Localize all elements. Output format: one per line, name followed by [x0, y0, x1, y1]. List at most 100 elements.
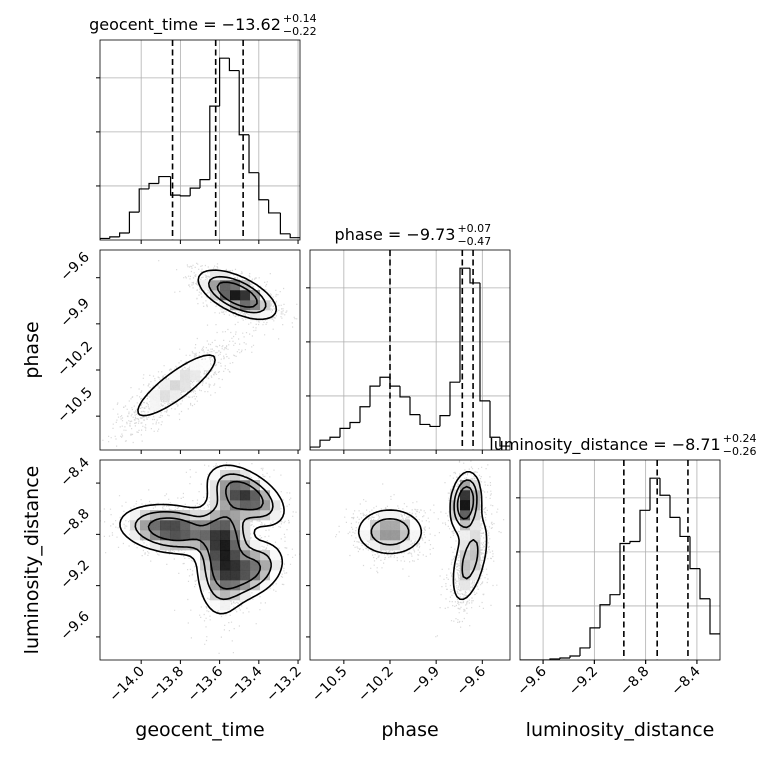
density-cell	[230, 580, 241, 591]
density-cell	[470, 550, 481, 561]
density-cell	[170, 510, 181, 521]
density-cell	[260, 290, 271, 301]
density-cell	[240, 570, 251, 581]
joint-content	[335, 460, 505, 638]
density-cell	[460, 580, 471, 591]
histogram-bin	[248, 134, 259, 174]
histogram-bin	[669, 495, 680, 518]
density-cell	[460, 560, 471, 571]
joint-panel-geocent_time-luminosity_distance	[99, 459, 301, 661]
density-cell	[470, 490, 481, 501]
density-cell	[180, 510, 191, 521]
density-cell	[390, 540, 401, 551]
y-axis-label-phase: phase	[21, 321, 43, 378]
density-cell	[180, 530, 191, 541]
histogram-bin	[609, 594, 620, 605]
density-cell	[140, 530, 151, 541]
title-minus-error: −0.22	[283, 25, 317, 38]
density-cell	[270, 550, 281, 561]
density-cell	[220, 540, 231, 551]
density-cell	[230, 530, 241, 541]
density-cell	[210, 490, 221, 501]
contour-line	[208, 275, 267, 314]
density-cell	[380, 520, 391, 531]
histogram-bin	[649, 477, 660, 511]
density-cell	[270, 570, 281, 581]
histogram-bin	[238, 70, 250, 136]
density-cell	[250, 490, 261, 501]
density-cell	[450, 520, 461, 531]
histogram-bin	[569, 655, 580, 658]
density-cell	[230, 510, 241, 521]
density-cell	[140, 520, 151, 531]
panel-frame	[99, 459, 301, 661]
density-cell	[160, 520, 171, 531]
density-cell	[260, 570, 271, 581]
density-cell	[240, 280, 251, 291]
density-cell	[200, 280, 211, 291]
density-cell	[470, 480, 481, 491]
density-cell	[150, 400, 161, 411]
joint-panel-geocent_time-phase	[99, 249, 301, 451]
density-cell	[260, 480, 271, 491]
contour-line	[137, 269, 278, 417]
histogram-bin	[499, 437, 510, 447]
density-cell	[250, 510, 261, 521]
density-cell	[370, 520, 381, 531]
density-cell	[230, 490, 241, 501]
density-cell	[210, 540, 221, 551]
density-cell	[450, 500, 461, 511]
histogram-steps-geocent_time	[100, 57, 300, 240]
density-cell	[220, 580, 231, 591]
x-axis-label-luminosity_distance: luminosity_distance	[526, 719, 715, 741]
density-cell	[230, 520, 241, 531]
density-cell	[370, 530, 381, 541]
density-cell	[380, 510, 391, 521]
density-cell	[150, 540, 161, 551]
histogram-bin	[100, 237, 110, 240]
title-minus-error: −0.26	[723, 445, 757, 458]
density-cell	[170, 380, 181, 391]
density-cell	[240, 560, 251, 571]
density-cell	[210, 280, 221, 291]
density-cell	[220, 270, 231, 281]
histogram-bin	[589, 627, 600, 648]
density-cell	[200, 530, 211, 541]
histogram-bin	[359, 406, 370, 423]
density-cell	[210, 520, 221, 531]
density-cell	[210, 270, 221, 281]
density-cell	[250, 500, 261, 511]
title-plus-error: +0.14	[283, 12, 317, 25]
histogram-bin	[109, 236, 120, 239]
density-cell	[190, 370, 201, 381]
histogram-bin	[228, 58, 240, 72]
density-cell	[250, 540, 261, 551]
histogram-steps-luminosity_distance	[520, 477, 720, 660]
density-cell	[180, 520, 191, 531]
density-cell	[240, 490, 251, 501]
title-minus-error: −0.47	[457, 235, 491, 248]
histogram-bin	[138, 188, 150, 213]
density-cell	[260, 310, 271, 321]
density-cell	[220, 550, 231, 561]
density-cell	[240, 520, 251, 531]
density-cell	[210, 500, 221, 511]
histogram-bin	[469, 268, 480, 284]
density-cell	[240, 300, 251, 311]
histogram-bin	[459, 267, 470, 383]
density-cell	[240, 580, 251, 591]
joint-content	[102, 260, 298, 447]
contour-line	[134, 473, 274, 601]
density-cell	[230, 500, 241, 511]
panel-frame	[99, 39, 301, 241]
density-cell	[170, 530, 181, 541]
density-cell	[240, 480, 251, 491]
panel-title-geocent_time: geocent_time = −13.62	[89, 15, 281, 35]
density-cell	[180, 370, 191, 381]
density-cell	[460, 480, 471, 491]
density-cell	[370, 540, 381, 551]
density-cell	[260, 560, 271, 571]
density-cell	[380, 540, 391, 551]
density-cell	[240, 590, 251, 601]
histogram-bin	[148, 182, 159, 189]
